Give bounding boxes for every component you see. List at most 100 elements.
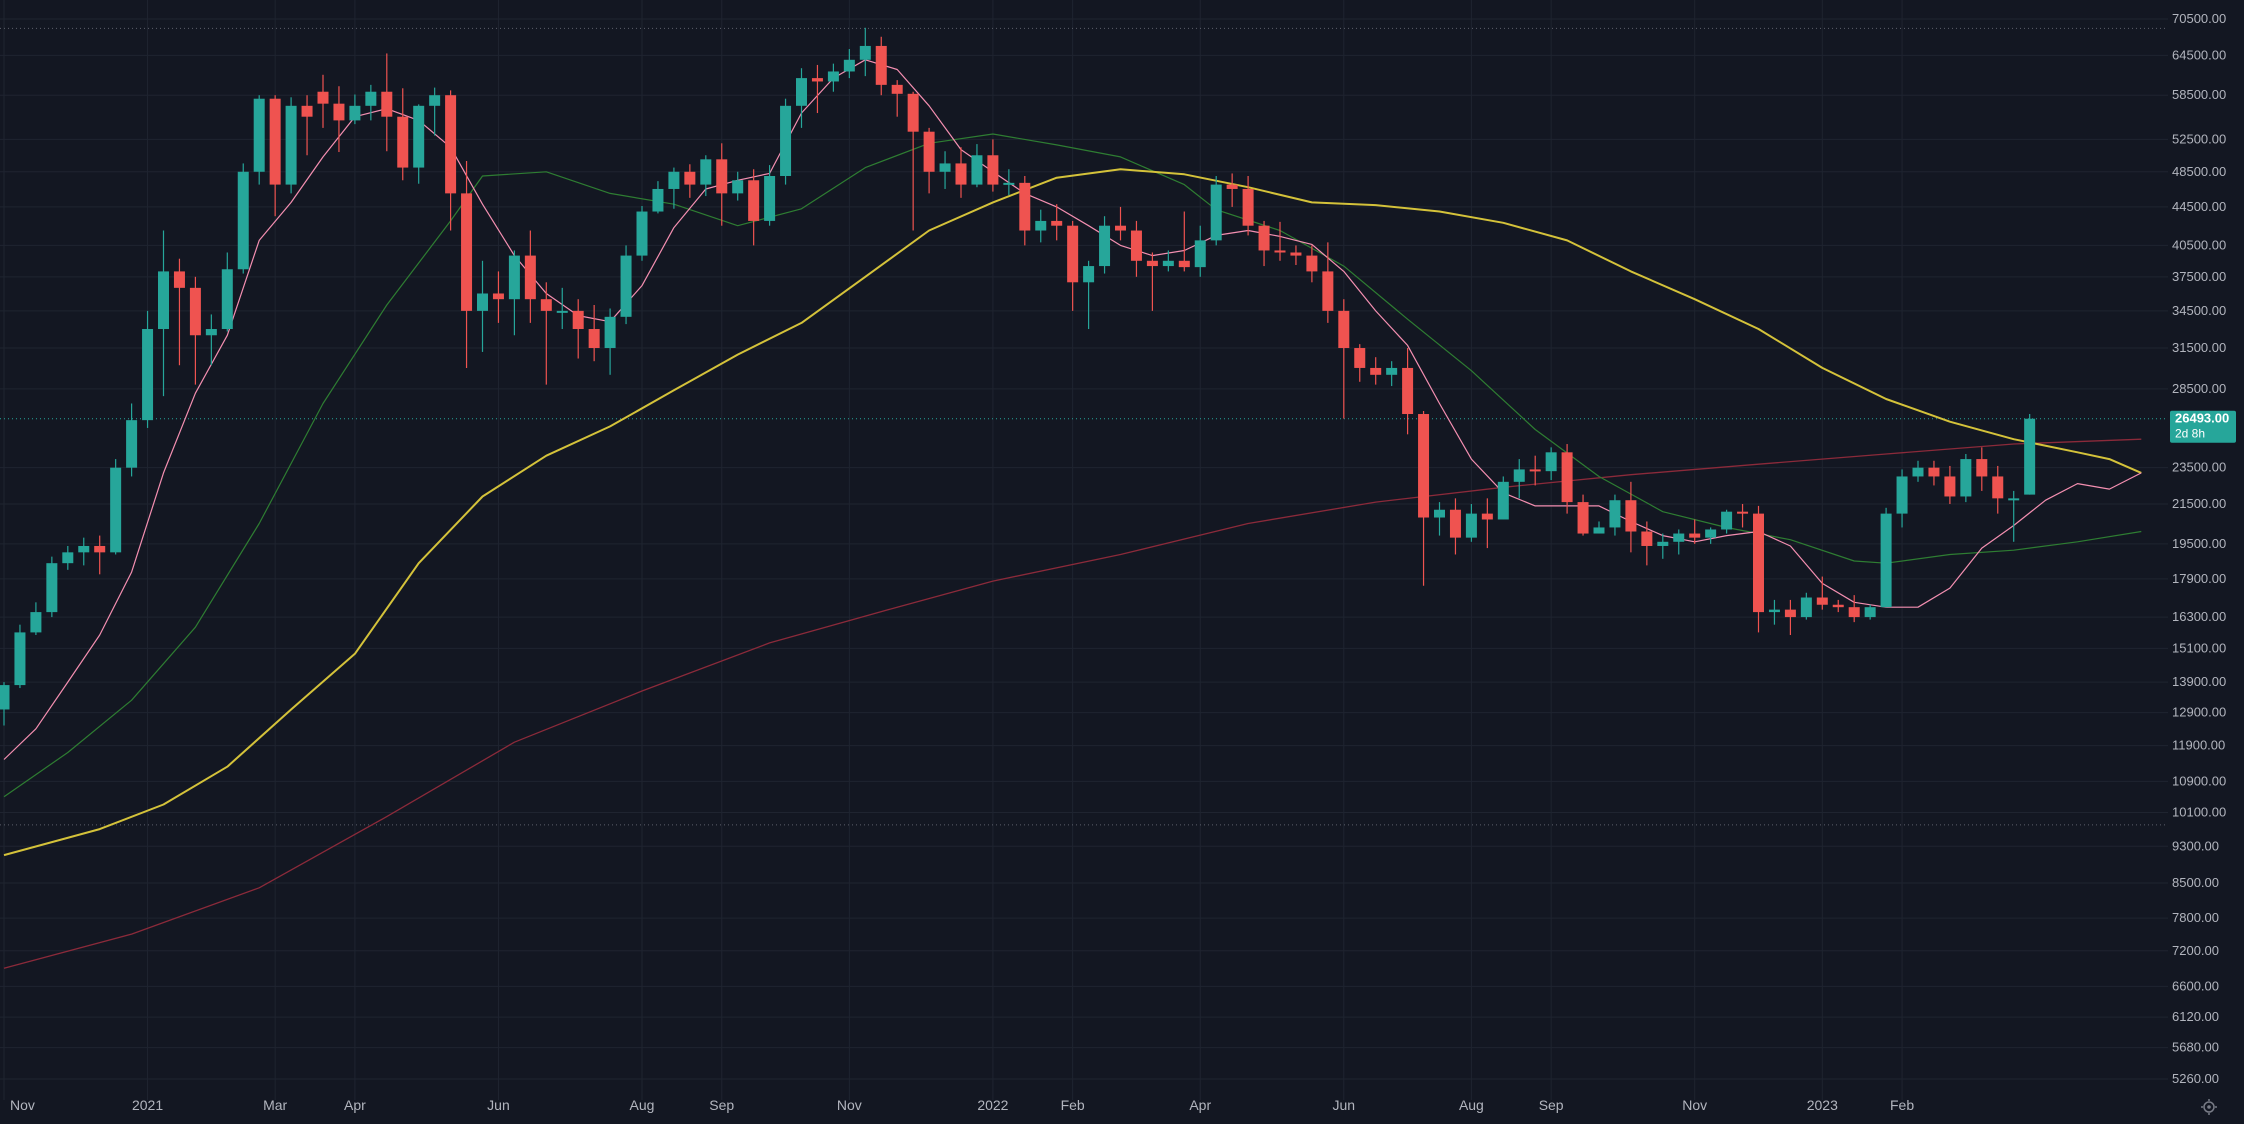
- candle[interactable]: [1577, 494, 1589, 536]
- candle[interactable]: [1418, 410, 1430, 586]
- candle[interactable]: [1609, 494, 1621, 536]
- candle[interactable]: [1561, 444, 1573, 514]
- candle[interactable]: [987, 139, 999, 192]
- candle[interactable]: [1705, 527, 1717, 544]
- candle[interactable]: [524, 230, 536, 323]
- candle[interactable]: [843, 49, 855, 79]
- candle[interactable]: [381, 53, 393, 152]
- candle[interactable]: [1099, 216, 1111, 274]
- candle[interactable]: [923, 127, 935, 194]
- candle[interactable]: [2024, 414, 2036, 495]
- candle[interactable]: [173, 258, 185, 366]
- candle[interactable]: [46, 556, 58, 618]
- candle[interactable]: [1880, 507, 1892, 608]
- candle[interactable]: [333, 86, 345, 153]
- candle[interactable]: [1449, 498, 1461, 555]
- candle[interactable]: [0, 682, 10, 726]
- candle[interactable]: [1354, 344, 1366, 382]
- candle[interactable]: [1194, 225, 1206, 277]
- candle[interactable]: [827, 63, 839, 92]
- candle[interactable]: [1322, 242, 1334, 323]
- candle[interactable]: [1290, 245, 1302, 266]
- candle[interactable]: [285, 97, 297, 194]
- candle[interactable]: [1274, 221, 1286, 261]
- candle[interactable]: [1162, 250, 1174, 272]
- candle[interactable]: [1896, 469, 1908, 528]
- candle[interactable]: [14, 624, 26, 689]
- candle[interactable]: [1800, 592, 1812, 620]
- candle[interactable]: [205, 314, 217, 366]
- candle[interactable]: [508, 250, 520, 336]
- candle[interactable]: [1434, 502, 1445, 536]
- candle[interactable]: [158, 230, 169, 397]
- candle[interactable]: [269, 95, 281, 217]
- candle[interactable]: [748, 169, 760, 246]
- gear-icon[interactable]: [2201, 1099, 2217, 1115]
- candle[interactable]: [1258, 220, 1270, 267]
- candle[interactable]: [588, 304, 600, 362]
- candle[interactable]: [1960, 454, 1972, 503]
- candle[interactable]: [796, 68, 807, 128]
- candle[interactable]: [1386, 361, 1398, 387]
- candle[interactable]: [1768, 599, 1780, 625]
- candle[interactable]: [110, 459, 122, 555]
- candle[interactable]: [700, 155, 712, 197]
- candle[interactable]: [939, 151, 951, 189]
- candle[interactable]: [907, 91, 919, 231]
- candle[interactable]: [572, 299, 584, 359]
- candle[interactable]: [684, 164, 696, 198]
- candle[interactable]: [221, 252, 233, 332]
- candle[interactable]: [1673, 529, 1685, 555]
- candle[interactable]: [1848, 595, 1860, 623]
- candle[interactable]: [1976, 447, 1988, 491]
- candle[interactable]: [540, 282, 552, 385]
- candle[interactable]: [1545, 447, 1557, 481]
- candle[interactable]: [1067, 220, 1079, 311]
- candle[interactable]: [811, 64, 823, 114]
- candles[interactable]: [0, 27, 2036, 726]
- candle[interactable]: [1513, 459, 1525, 499]
- candle[interactable]: [1306, 245, 1318, 283]
- candle[interactable]: [429, 87, 441, 136]
- candle[interactable]: [1912, 460, 1924, 482]
- candle[interactable]: [1481, 498, 1493, 549]
- candle[interactable]: [1146, 252, 1158, 311]
- candle[interactable]: [30, 602, 42, 636]
- candle[interactable]: [126, 403, 138, 477]
- candle[interactable]: [237, 163, 249, 274]
- candle[interactable]: [78, 537, 90, 566]
- candle[interactable]: [652, 181, 664, 214]
- candle[interactable]: [556, 287, 568, 330]
- candle[interactable]: [955, 147, 967, 198]
- candle[interactable]: [349, 94, 361, 125]
- candle[interactable]: [1641, 521, 1653, 566]
- candle[interactable]: [1083, 260, 1095, 330]
- candle[interactable]: [365, 84, 377, 121]
- candle[interactable]: [1721, 509, 1733, 534]
- candle[interactable]: [716, 143, 728, 226]
- candle[interactable]: [1992, 465, 2004, 514]
- candle[interactable]: [142, 310, 154, 428]
- candle[interactable]: [604, 308, 616, 375]
- candle[interactable]: [1370, 357, 1382, 385]
- candle[interactable]: [1051, 204, 1063, 241]
- candle[interactable]: [2008, 490, 2020, 542]
- time-axis[interactable]: Nov 2021 Mar Apr Jun Aug Sep Nov 2022 Feb Apr Jun Au…: [10, 1097, 1914, 1113]
- candle[interactable]: [1593, 521, 1605, 534]
- candle[interactable]: [1226, 173, 1238, 207]
- candle[interactable]: [1497, 476, 1509, 520]
- candle[interactable]: [94, 535, 106, 575]
- candle[interactable]: [413, 104, 425, 184]
- candle[interactable]: [732, 171, 744, 201]
- candle[interactable]: [1465, 504, 1477, 542]
- candle[interactable]: [461, 160, 473, 368]
- candle[interactable]: [891, 80, 903, 117]
- candle[interactable]: [477, 260, 488, 352]
- candle[interactable]: [1784, 599, 1796, 636]
- candle[interactable]: [317, 74, 329, 128]
- candle[interactable]: [1130, 220, 1142, 277]
- candle[interactable]: [1689, 519, 1701, 544]
- candle[interactable]: [1529, 455, 1541, 486]
